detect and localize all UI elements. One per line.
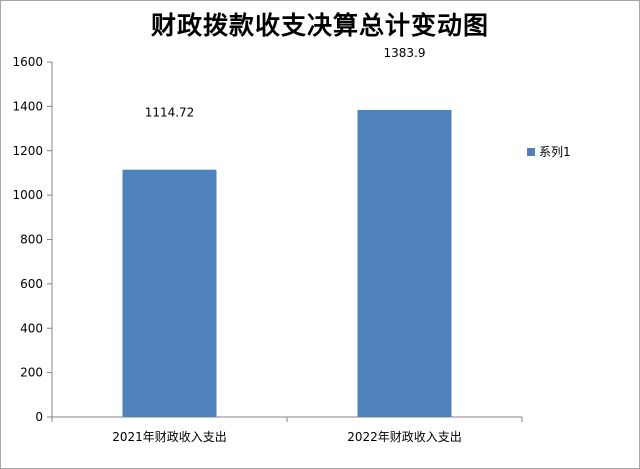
y-tick-label: 1000 xyxy=(12,188,43,202)
y-tick-label: 400 xyxy=(20,321,43,335)
x-tick-labels: 2021年财政收入支出 2022年财政收入支出 xyxy=(112,430,462,444)
y-tick-label: 0 xyxy=(35,410,43,424)
data-label: 1114.72 xyxy=(145,106,195,120)
y-tick-label: 200 xyxy=(20,366,43,380)
bar xyxy=(122,169,217,417)
legend-swatch xyxy=(527,147,535,156)
y-tick-label: 1600 xyxy=(12,55,43,69)
x-tick-label: 2021年财政收入支出 xyxy=(112,430,227,444)
y-tick-label: 1200 xyxy=(12,144,43,158)
legend-label: 系列1 xyxy=(539,145,571,159)
chart-title: 财政拨款收支决算总计变动图 xyxy=(150,11,489,40)
y-tick-label: 1400 xyxy=(12,99,43,113)
bars-group xyxy=(122,109,452,417)
y-tick-label: 600 xyxy=(20,277,43,291)
y-tick-labels: 0 200 400 600 800 1000 1200 1400 1600 xyxy=(12,55,43,424)
data-labels: 1114.72 1383.9 xyxy=(145,46,426,120)
data-label: 1383.9 xyxy=(384,46,426,60)
x-tick-label: 2022年财政收入支出 xyxy=(347,430,462,444)
bar xyxy=(357,109,452,417)
y-tick-label: 800 xyxy=(20,233,43,247)
legend: 系列1 xyxy=(527,143,571,160)
